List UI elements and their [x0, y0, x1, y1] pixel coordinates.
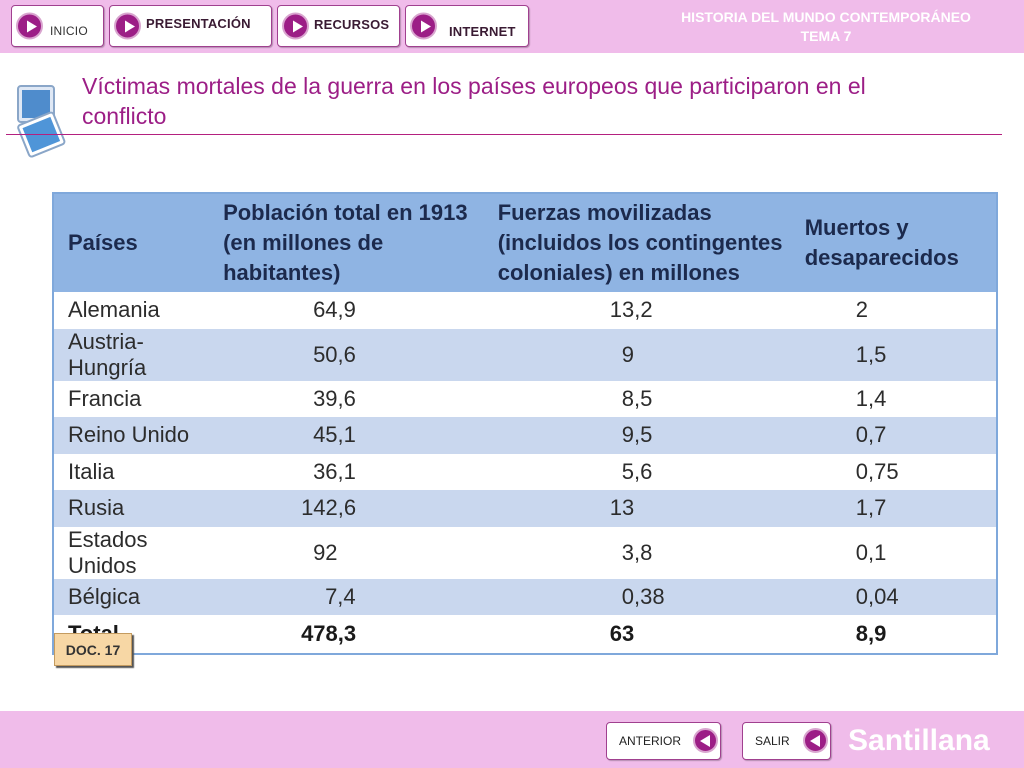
course-title: HISTORIA DEL MUNDO CONTEMPORÁNEO TEMA 7 — [646, 8, 1006, 46]
page-title: Víctimas mortales de la guerra en los pa… — [82, 73, 866, 129]
header-muertos: Muertos y desaparecidos — [798, 193, 997, 292]
table-row: Austria-Hungría 50,6 9 1,5 — [53, 328, 997, 381]
cell-forces: 5,6 — [621, 458, 653, 484]
bottom-bar — [0, 711, 1024, 768]
back-arrow-icon — [803, 728, 828, 753]
cell-country: Bélgica — [53, 578, 210, 615]
table-header-row: Países Población total en 1913 (en millo… — [53, 193, 997, 292]
cell-country: Reino Unido — [53, 417, 210, 454]
header-paises: Países — [53, 193, 210, 292]
brand-logo: Santillana — [848, 724, 990, 757]
cell-forces: 13,2 — [609, 297, 653, 323]
back-arrow-icon — [693, 728, 718, 753]
cell-deaths: 1,5 — [798, 328, 997, 381]
title-divider — [6, 134, 1002, 135]
cell-population: 45,1 — [209, 417, 498, 454]
recursos-label: RECURSOS — [314, 17, 390, 32]
cell-population: 7,4 — [209, 578, 498, 615]
cell-population: 50,6 — [209, 328, 498, 381]
play-icon — [282, 12, 309, 40]
cell-population: 92 — [313, 539, 338, 565]
doc-label: DOC. 17 — [54, 633, 132, 666]
table-row: Alemania 64,9 13,2 2 — [53, 292, 997, 329]
cell-total-forces: 63 — [609, 621, 635, 646]
cell-country: Austria-Hungría — [53, 328, 210, 381]
play-icon — [410, 12, 437, 40]
cell-population: 64,9 — [313, 297, 356, 323]
salir-label: SALIR — [755, 734, 790, 748]
cell-deaths: 0,75 — [855, 458, 899, 484]
cell-population: 36,1 — [313, 458, 356, 484]
presentacion-button[interactable]: PRESENTACIÓN — [109, 5, 272, 47]
cell-forces: 9 — [497, 328, 799, 381]
cell-deaths: 1,4 — [855, 385, 887, 411]
table-row: Italia 36,1 5,6 0,75 — [53, 454, 997, 491]
cell-forces: 3,8 — [621, 539, 653, 565]
anterior-button[interactable]: ANTERIOR — [606, 722, 721, 760]
presentacion-label: PRESENTACIÓN — [146, 16, 251, 31]
anterior-label: ANTERIOR — [619, 734, 682, 748]
play-icon — [16, 12, 43, 40]
cell-total-population: 478,3 — [301, 621, 357, 646]
cell-forces: 13 — [497, 490, 799, 527]
cell-deaths: 0,7 — [798, 417, 997, 454]
table-row: Reino Unido 45,1 9,5 0,7 — [53, 417, 997, 454]
course-unit: TEMA 7 — [800, 28, 852, 44]
cell-deaths: 1,7 — [798, 490, 997, 527]
document-icon — [17, 85, 66, 158]
cell-deaths: 2 — [855, 297, 868, 323]
header-poblacion: Población total en 1913 (en millones de … — [209, 193, 498, 292]
cell-country: Francia — [68, 385, 142, 411]
cell-deaths: 0,1 — [855, 539, 887, 565]
play-icon — [114, 12, 141, 40]
recursos-button[interactable]: RECURSOS — [277, 5, 400, 47]
internet-button[interactable]: INTERNET — [405, 5, 529, 47]
inicio-button[interactable]: INICIO — [11, 5, 104, 47]
cell-population: 39,6 — [313, 385, 356, 411]
cell-forces: 0,38 — [497, 578, 799, 615]
cell-population: 142,6 — [209, 490, 498, 527]
cell-forces: 9,5 — [497, 417, 799, 454]
cell-deaths: 0,04 — [798, 578, 997, 615]
salir-button[interactable]: SALIR — [742, 722, 831, 760]
course-subject: HISTORIA DEL MUNDO CONTEMPORÁNEO — [681, 9, 971, 25]
header-fuerzas: Fuerzas movilizadas (incluidos los conti… — [497, 193, 799, 292]
table-row: Bélgica 7,4 0,38 0,04 — [53, 578, 997, 615]
table-row: Estados Unidos 92 3,8 0,1 — [53, 527, 997, 579]
cell-country: Estados Unidos — [68, 526, 148, 578]
table-row: Francia 39,6 8,5 1,4 — [53, 381, 997, 418]
cell-country: Rusia — [53, 490, 210, 527]
table-total-row: Total 478,3 63 8,9 — [53, 615, 997, 654]
table-row: Rusia 142,6 13 1,7 — [53, 490, 997, 527]
casualties-table: Países Población total en 1913 (en millo… — [52, 192, 998, 655]
cell-country: Italia — [68, 458, 115, 484]
inicio-label: INICIO — [50, 24, 88, 38]
internet-label: INTERNET — [449, 24, 516, 39]
cell-country: Alemania — [68, 297, 160, 323]
cell-total-deaths: 8,9 — [855, 621, 887, 646]
cell-forces: 8,5 — [621, 385, 653, 411]
